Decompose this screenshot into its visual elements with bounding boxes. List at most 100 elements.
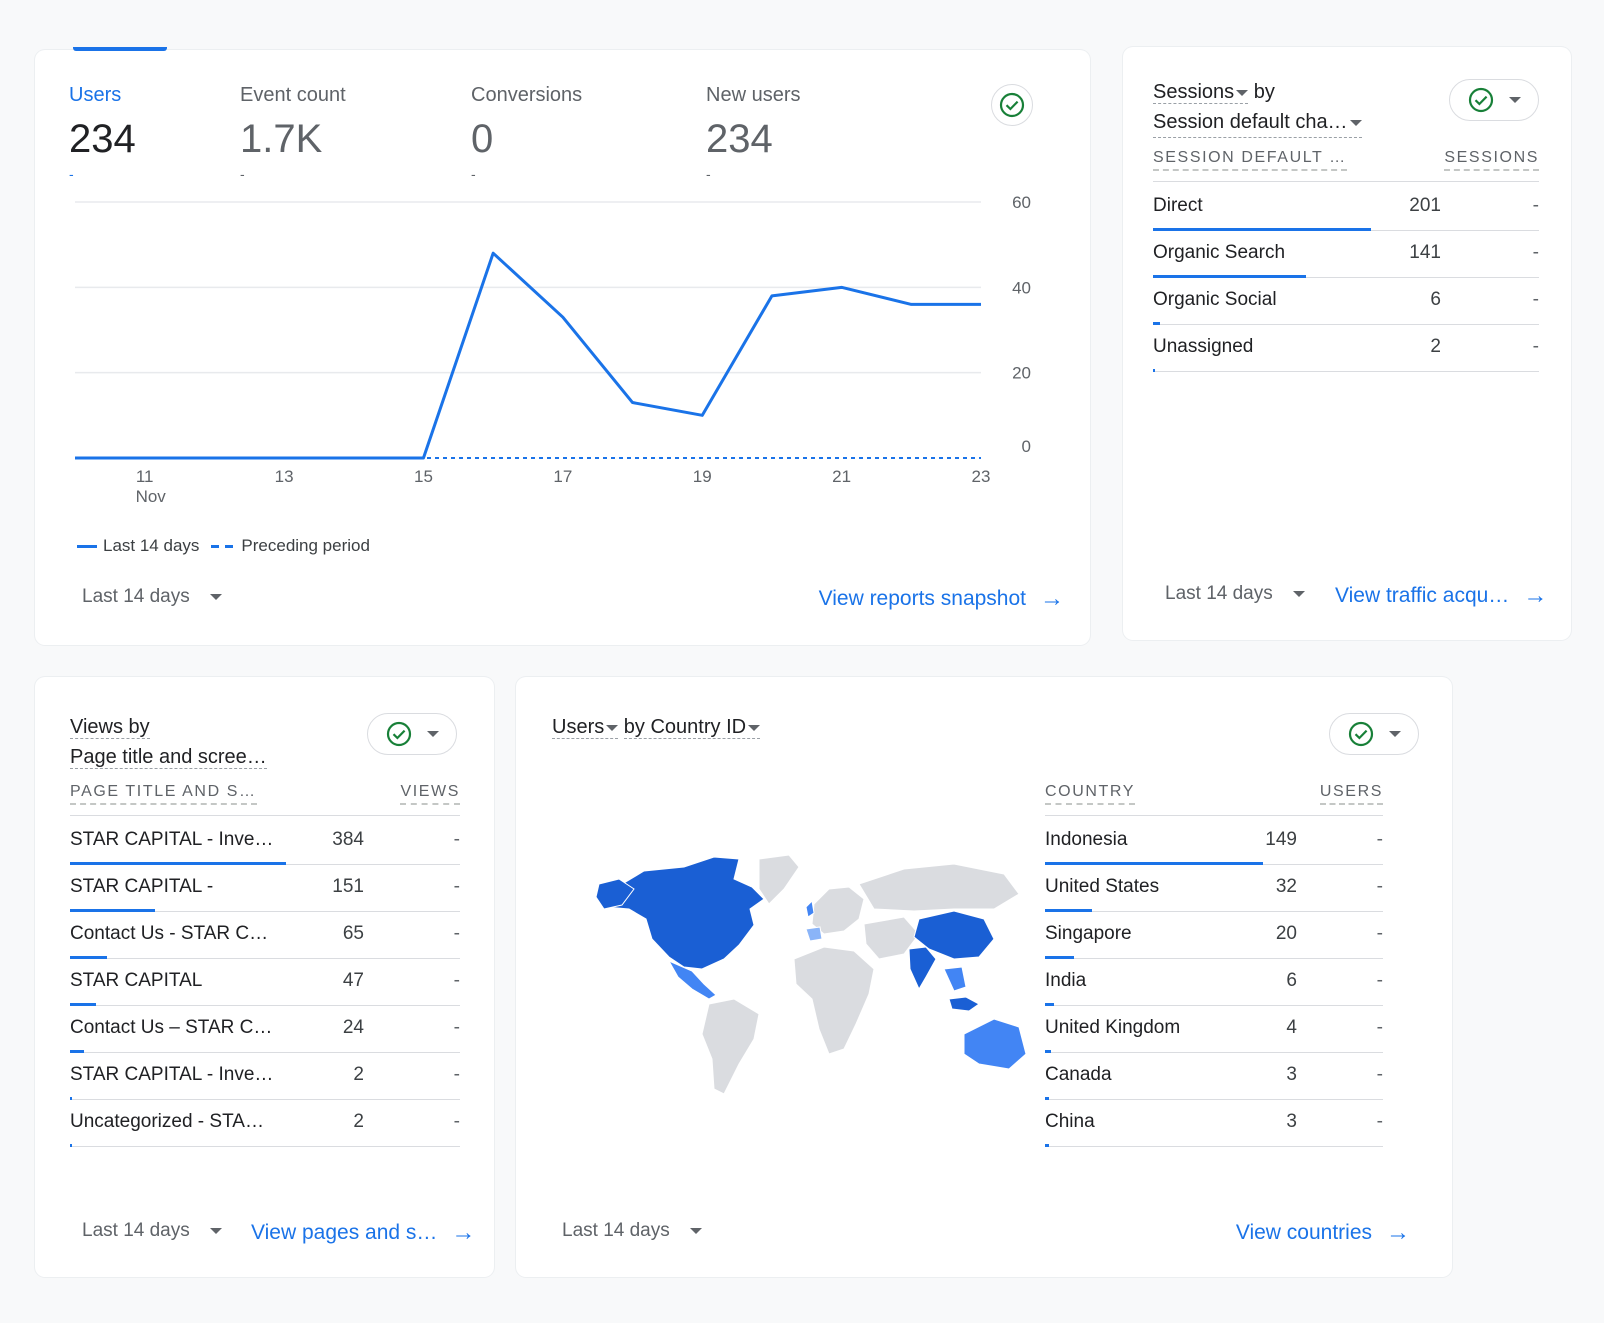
insights-options-button[interactable] (367, 713, 457, 755)
date-range-label: Last 14 days (562, 1220, 670, 1241)
table-row[interactable]: Direct 201 - (1153, 183, 1539, 231)
row-delta: - (1532, 242, 1539, 263)
link-label: View pages and s… (251, 1221, 438, 1244)
table-row[interactable]: Unassigned 2 - (1153, 324, 1539, 372)
col-metric-header[interactable]: VIEWS (400, 783, 460, 805)
table-row[interactable]: Singapore 20 - (1045, 911, 1383, 959)
table-row[interactable]: Canada 3 - (1045, 1052, 1383, 1100)
col-metric-header[interactable]: USERS (1319, 783, 1383, 805)
view-traffic-acquisition-link[interactable]: View traffic acqu… → (1335, 582, 1547, 610)
map-region-alaska[interactable] (595, 878, 635, 910)
map-region-australia[interactable] (963, 1018, 1027, 1070)
row-delta: - (453, 1064, 460, 1085)
dimension-selector[interactable]: Session default cha… (1153, 107, 1362, 138)
link-label: View traffic acqu… (1335, 584, 1510, 607)
arrow-right-icon: → (1523, 582, 1548, 609)
world-map[interactable] (574, 849, 1044, 1119)
table-row[interactable]: Indonesia 149 - (1045, 817, 1383, 865)
map-region-mexico[interactable] (667, 959, 717, 1000)
table-row[interactable]: Contact Us – STAR C… 24 - (70, 1005, 460, 1053)
row-proportion-bar (70, 1097, 72, 1100)
map-region-africa[interactable] (793, 946, 875, 1055)
insights-check-button[interactable] (991, 84, 1033, 126)
title-line-1[interactable]: Views by (70, 716, 150, 739)
row-value: 2 (1430, 336, 1441, 357)
map-region-india[interactable] (908, 946, 937, 991)
map-region-china[interactable] (913, 910, 995, 960)
title-by: by (1253, 81, 1275, 103)
view-pages-link[interactable]: View pages and s… → (251, 1219, 475, 1247)
view-reports-snapshot-link[interactable]: View reports snapshot → (819, 585, 1064, 613)
date-range-dropdown[interactable]: Last 14 days (82, 586, 222, 608)
date-range-dropdown[interactable]: Last 14 days (562, 1220, 702, 1242)
col-dimension-header[interactable]: COUNTRY (1045, 783, 1136, 805)
map-region-greenland[interactable] (758, 854, 800, 905)
table-row[interactable]: STAR CAPITAL - Inve… 2 - (70, 1052, 460, 1100)
caret-down-icon (1508, 97, 1521, 103)
check-circle-icon (386, 721, 411, 747)
row-name: Unassigned (1153, 336, 1254, 357)
map-region-uk[interactable] (805, 899, 815, 918)
col-dimension-header[interactable]: SESSION DEFAULT … (1153, 149, 1347, 171)
row-name: STAR CAPITAL - Inve… (70, 1064, 274, 1085)
map-region-middle-east[interactable] (863, 916, 920, 960)
insights-options-button[interactable] (1329, 713, 1419, 755)
card-title: Views by Page title and scree… (70, 712, 267, 772)
row-name: STAR CAPITAL - Inve… (70, 829, 274, 850)
col-metric-header[interactable]: SESSIONS (1444, 149, 1539, 171)
metric-tab-conversions[interactable]: Conversions 0 - (471, 84, 582, 182)
map-region-north-america[interactable] (605, 856, 765, 970)
table-row[interactable]: Organic Social 6 - (1153, 277, 1539, 325)
map-region-south-america[interactable] (701, 998, 760, 1095)
col-dimension-header[interactable]: PAGE TITLE AND S… (70, 783, 257, 805)
insights-options-button[interactable] (1449, 79, 1539, 121)
chart-legend: Last 14 days Preceding period (77, 536, 370, 556)
row-name: Direct (1153, 195, 1203, 216)
series-line-last-14-days (75, 251, 981, 460)
metric-delta: - (706, 166, 711, 182)
row-name: China (1045, 1111, 1095, 1132)
row-proportion-bar (70, 909, 155, 912)
table-row[interactable]: Organic Search 141 - (1153, 230, 1539, 278)
table-row[interactable]: STAR CAPITAL 47 - (70, 958, 460, 1006)
metric-tab-users[interactable]: Users 234 - (69, 84, 136, 182)
map-region-spain[interactable] (805, 926, 823, 942)
y-tick-label: 60 (1012, 193, 1031, 212)
row-value: 6 (1286, 970, 1297, 991)
table-row[interactable]: Contact Us - STAR C… 65 - (70, 911, 460, 959)
row-name: STAR CAPITAL - (70, 876, 214, 897)
row-delta: - (1532, 195, 1539, 216)
table-row[interactable]: Uncategorized - STA… 2 - (70, 1099, 460, 1147)
row-proportion-bar (70, 1003, 97, 1006)
row-delta: - (1376, 829, 1383, 850)
table-row[interactable]: United States 32 - (1045, 864, 1383, 912)
metric-tab-event-count[interactable]: Event count 1.7K - (240, 84, 346, 182)
row-proportion-bar (1153, 322, 1160, 325)
table-row[interactable]: STAR CAPITAL - 151 - (70, 864, 460, 912)
table-row[interactable]: China 3 - (1045, 1099, 1383, 1147)
metric-selector[interactable]: Sessions (1153, 81, 1249, 104)
map-region-russia[interactable] (858, 863, 1020, 912)
metric-label: Event count (240, 84, 346, 106)
chevron-down-icon (209, 1228, 222, 1234)
row-name: Contact Us – STAR C… (70, 1017, 273, 1038)
row-value: 6 (1430, 289, 1441, 310)
map-region-indonesia[interactable] (948, 996, 980, 1012)
active-tab-indicator (73, 47, 167, 51)
date-range-dropdown[interactable]: Last 14 days (1165, 583, 1305, 605)
row-proportion-bar (1153, 275, 1306, 278)
metric-label: Conversions (471, 84, 583, 106)
metric-tab-new-users[interactable]: New users 234 - (706, 84, 800, 182)
date-range-dropdown[interactable]: Last 14 days (82, 1220, 222, 1242)
map-region-southeast-asia[interactable] (943, 966, 967, 992)
row-delta: - (1376, 923, 1383, 944)
table-row[interactable]: United Kingdom 4 - (1045, 1005, 1383, 1053)
dimension-selector[interactable]: Page title and scree… (70, 746, 267, 769)
view-countries-link[interactable]: View countries → (1236, 1219, 1410, 1247)
table-row[interactable]: STAR CAPITAL - Inve… 384 - (70, 817, 460, 865)
row-proportion-bar (70, 862, 286, 865)
table-row[interactable]: India 6 - (1045, 958, 1383, 1006)
dimension-selector[interactable]: by Country ID (623, 716, 761, 739)
row-delta: - (453, 923, 460, 944)
metric-selector[interactable]: Users (552, 716, 619, 739)
